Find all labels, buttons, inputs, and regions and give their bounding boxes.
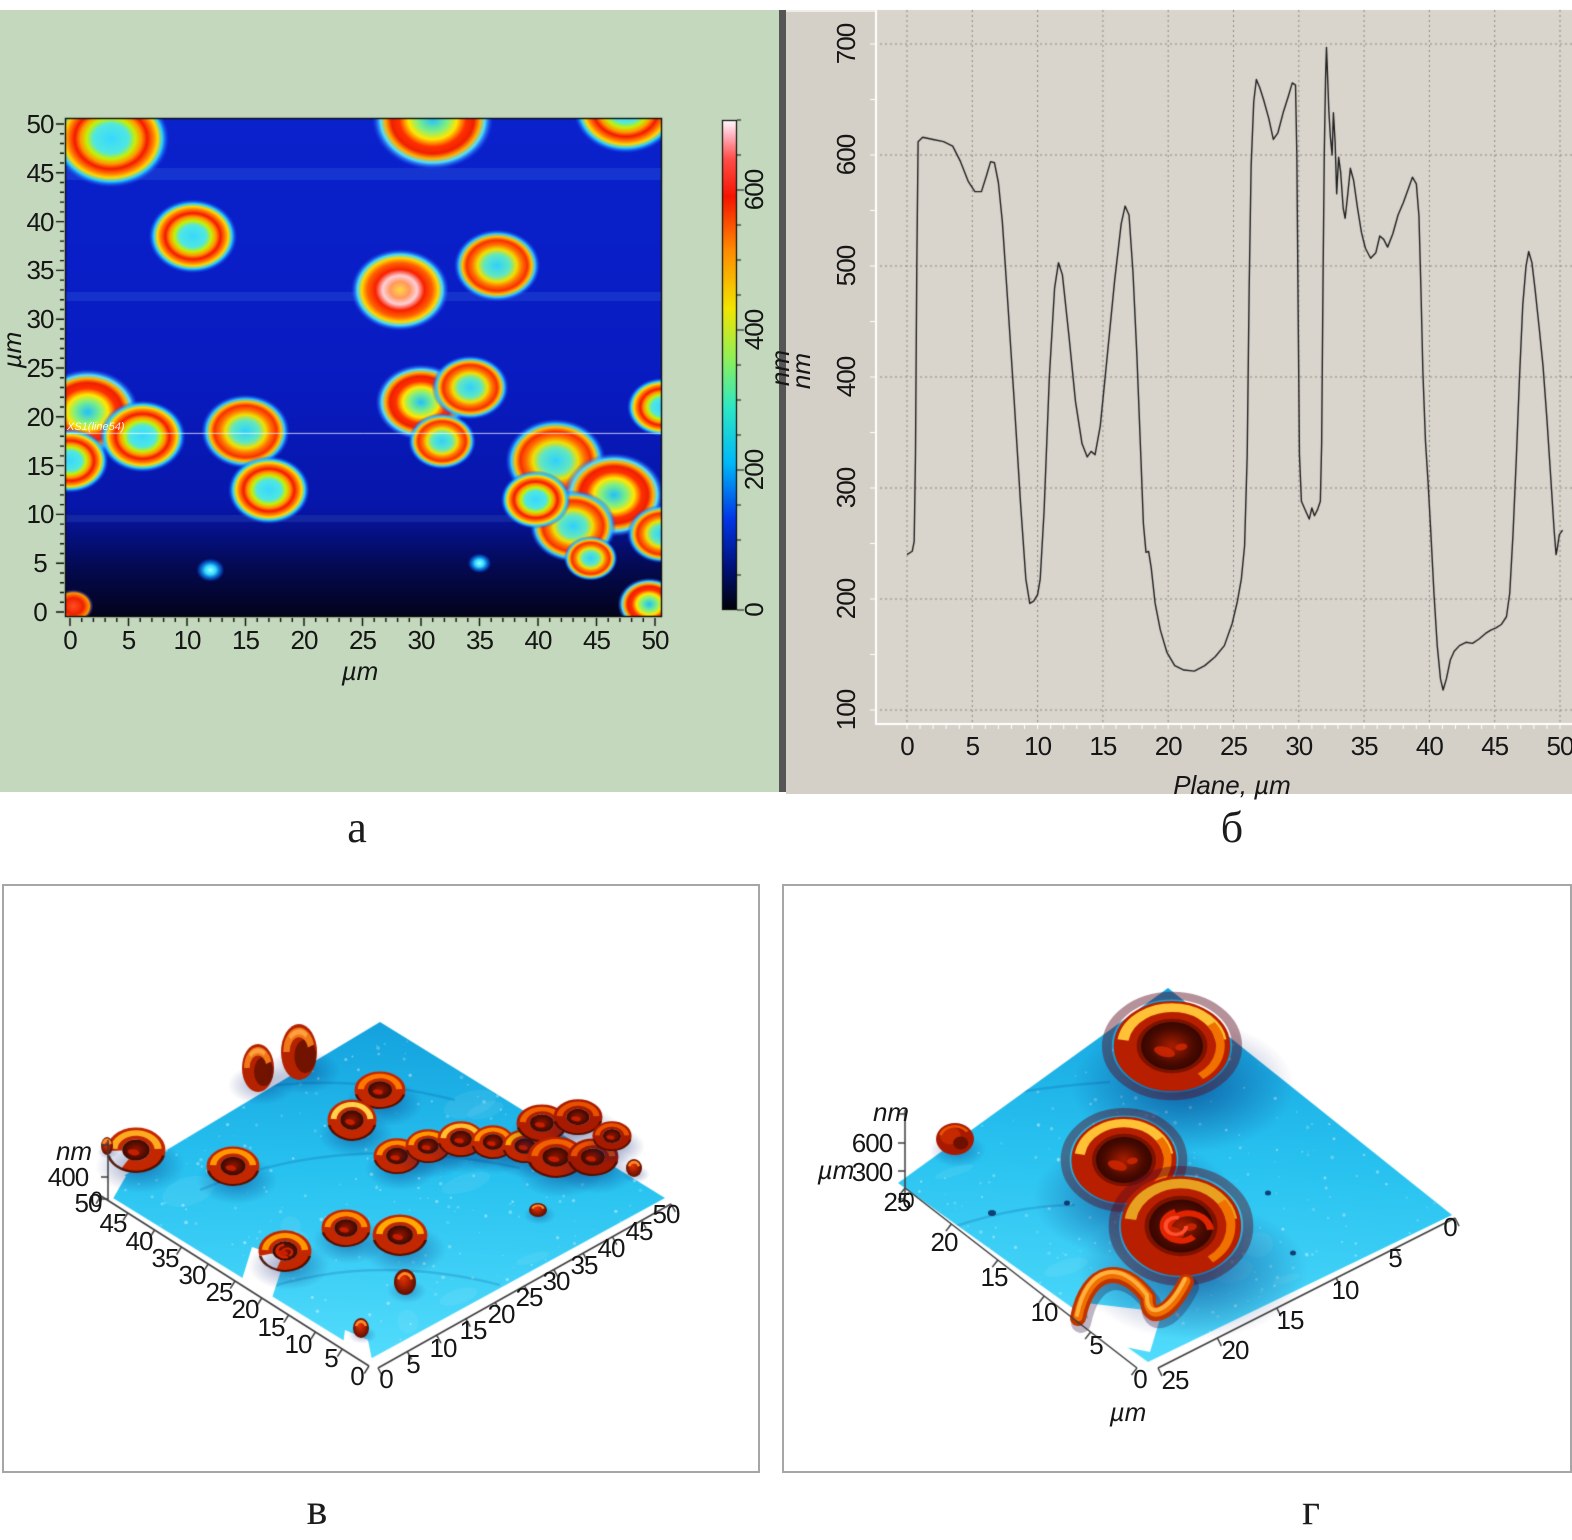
scan-line-label: XS1(line54) bbox=[67, 421, 125, 433]
caption-panel-g: г bbox=[1301, 1485, 1321, 1534]
caption-panel-a: а bbox=[347, 803, 367, 852]
caption-panel-b: б bbox=[1220, 803, 1244, 852]
caption-panel-v: в bbox=[306, 1485, 328, 1534]
